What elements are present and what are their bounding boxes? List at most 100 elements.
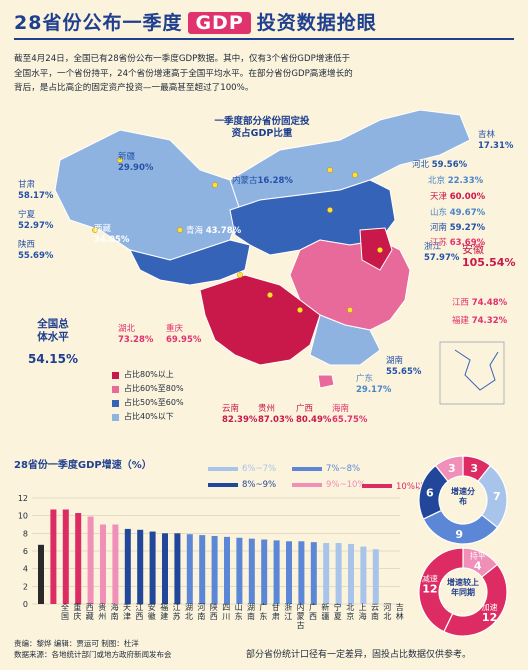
city-dot bbox=[327, 167, 333, 173]
map-region-anhui bbox=[359, 227, 393, 271]
bar-甘肃 bbox=[248, 538, 255, 604]
title-divider bbox=[14, 38, 514, 40]
x-category-label: 福建 bbox=[160, 603, 169, 621]
x-category-label: 广西 bbox=[309, 603, 317, 621]
province-label-anhui: 安徽 105.54% bbox=[462, 243, 516, 269]
legend-item: 占比60%至80% bbox=[112, 382, 184, 396]
chart-title: 28省份一季度GDP增速（%） bbox=[14, 460, 152, 471]
province-label-chongqing: 重庆 69.95% bbox=[166, 324, 202, 345]
bar-西藏 bbox=[62, 509, 69, 604]
x-category-label: 上海 bbox=[358, 603, 367, 621]
x-category-label: 河北 bbox=[383, 603, 392, 621]
x-category-label: 江西 bbox=[135, 603, 144, 621]
province-label-guizhou: 贵州 87.03% bbox=[258, 404, 294, 425]
map-inset-box bbox=[439, 341, 505, 405]
y-tick-label: 0 bbox=[23, 600, 28, 609]
legend-item: 占比80%以上 bbox=[112, 368, 184, 382]
donut-segment-label: 持平 bbox=[470, 550, 486, 560]
bar-山东 bbox=[211, 535, 218, 604]
x-category-label: 重庆 bbox=[73, 603, 82, 621]
donut-segment-label: 加速 bbox=[482, 602, 498, 612]
city-dot bbox=[327, 207, 333, 213]
map-title: 一季度部分省份固定投资占GDP比重 bbox=[214, 116, 310, 139]
province-label-tianjin: 天津 60.00% bbox=[430, 192, 486, 202]
x-category-label: 全国 bbox=[61, 603, 69, 621]
province-label-yunnan: 云南 82.39% bbox=[222, 404, 258, 425]
bar-福建 bbox=[137, 529, 144, 604]
bar-广西 bbox=[286, 541, 292, 604]
donut-segment-value: 12 bbox=[422, 582, 437, 595]
bar-四川 bbox=[199, 535, 206, 604]
chart-legend-item: 10%以上 bbox=[362, 480, 432, 492]
bar-湖南 bbox=[224, 536, 230, 604]
change-center-label: 增速较上年同期 bbox=[447, 578, 479, 597]
city-dot bbox=[212, 182, 218, 188]
province-label-gansu: 甘肃 58.17% bbox=[18, 180, 54, 201]
x-category-label: 甘肃 bbox=[271, 603, 280, 621]
province-label-hubei: 湖北 73.28% bbox=[118, 324, 154, 345]
x-category-label: 宁夏 bbox=[333, 603, 342, 621]
gdp-growth-bar-chart: 0 2 4 6 8 10 12 bbox=[18, 494, 400, 609]
donut-segment bbox=[443, 563, 508, 637]
bar-上海 bbox=[335, 543, 342, 604]
province-label-jiangsu: 江苏 63.69% bbox=[430, 238, 486, 248]
footnote: 部分省份统计口径有一定差异，固投占比数据仅供参考。 bbox=[246, 650, 472, 660]
x-category-label: 新疆 bbox=[321, 603, 330, 621]
page-title: 28省份公布一季度 GDP 投资数据抢眼 bbox=[14, 8, 377, 35]
legend-item: 占比50%至60% bbox=[112, 396, 184, 410]
chart-legend-item: 6%~7% bbox=[208, 464, 276, 474]
y-tick-label: 4 bbox=[23, 565, 28, 574]
bar-河南 bbox=[174, 533, 181, 604]
map-region-west bbox=[54, 129, 241, 261]
y-tick-label: 10 bbox=[18, 512, 28, 521]
source-line: 数据来源：各地统计部门或地方政府新闻发布会 bbox=[14, 650, 172, 659]
growth-distribution-donut: 3 7 9 6 3 bbox=[418, 455, 508, 545]
city-dot bbox=[237, 272, 243, 278]
map-region-south bbox=[309, 314, 381, 366]
bar-贵州 bbox=[75, 513, 82, 604]
province-label-neimenggu: 内蒙古16.28% bbox=[232, 176, 293, 186]
national-value: 54.15% bbox=[28, 352, 78, 366]
donut-segment-label: 减速 bbox=[422, 573, 438, 583]
gdp-badge: GDP bbox=[188, 12, 251, 34]
credits-line: 责编：黎烨 编辑：贾运可 制图：杜洋 bbox=[14, 639, 139, 648]
city-dot bbox=[92, 227, 98, 233]
city-dot bbox=[177, 227, 183, 233]
national-level: 全国总体水平 54.15% bbox=[18, 318, 88, 366]
legend-item: 占比40%以下 bbox=[112, 410, 184, 424]
bar-新疆 bbox=[298, 541, 305, 604]
donut-segment-value: 12 bbox=[482, 611, 497, 624]
province-label-shaanxi: 陕西 55.69% bbox=[18, 240, 54, 261]
bar-江西 bbox=[112, 524, 119, 604]
province-label-henan: 河南 59.27% bbox=[430, 223, 486, 233]
title-suffix: 投资数据抢眼 bbox=[256, 12, 377, 34]
x-category-label: 安徽 bbox=[147, 603, 156, 621]
province-label-jilin: 吉林 17.31% bbox=[478, 130, 514, 151]
city-dot bbox=[267, 292, 273, 298]
bar-北京 bbox=[323, 543, 330, 604]
y-tick-label: 6 bbox=[23, 547, 28, 556]
x-category-label: 内蒙古 bbox=[296, 603, 305, 630]
bar-湖北 bbox=[162, 533, 168, 604]
province-label-ningxia: 宁夏 52.97% bbox=[18, 210, 54, 231]
province-label-qinghai: 青海 43.78% bbox=[186, 226, 242, 236]
bar-安徽 bbox=[124, 528, 131, 604]
title-prefix: 28省份公布一季度 bbox=[14, 12, 183, 34]
bar-浙江 bbox=[261, 539, 268, 604]
distribution-center-label: 增速分布 bbox=[451, 487, 475, 506]
province-label-jiangxi: 江西 74.48% bbox=[452, 298, 508, 308]
province-label-hainan: 海南 65.75% bbox=[332, 404, 368, 425]
x-category-label: 吉林 bbox=[395, 603, 404, 621]
donut-segment-value: 6 bbox=[426, 486, 434, 499]
city-dot bbox=[352, 172, 358, 178]
bar-内蒙古 bbox=[273, 540, 280, 604]
donut-segment bbox=[418, 547, 464, 633]
province-label-xizang: 西藏 34.05% bbox=[94, 224, 130, 245]
donut-segment-value: 3 bbox=[470, 462, 478, 475]
x-category-label: 湖北 bbox=[185, 603, 193, 621]
donut-segment-value: 7 bbox=[493, 490, 501, 503]
bar-重庆 bbox=[50, 509, 57, 604]
x-category-label: 海南 bbox=[110, 603, 119, 621]
map-legend: 占比80%以上 占比60%至80% 占比50%至60% 占比40%以下 bbox=[112, 368, 184, 424]
